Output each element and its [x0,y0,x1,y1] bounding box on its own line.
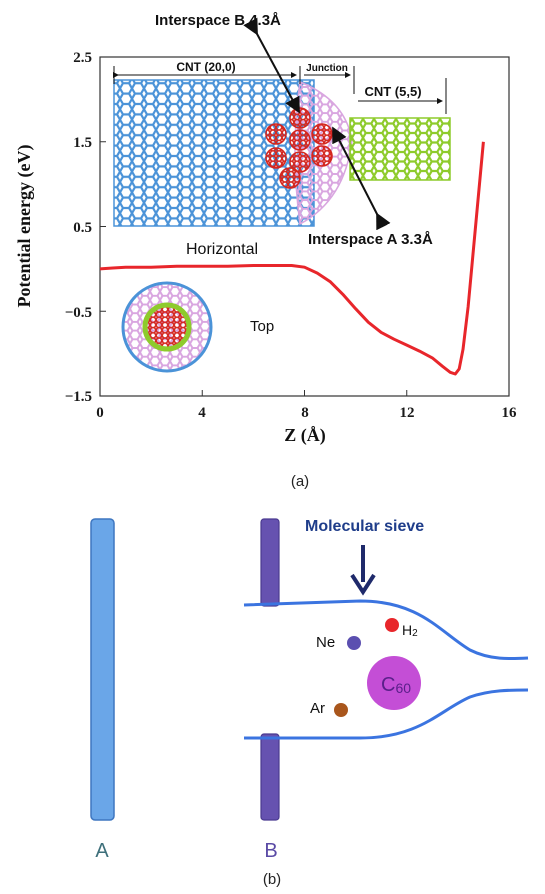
nanotube-illustration: CNT (20,0) Junction CNT (5,5) Interspace… [113,12,451,248]
x-tick-labels: 0 4 8 12 16 [96,405,517,421]
y-axis-title: Potential energy (eV) [14,145,35,308]
interspace-a-label: Interspace A 3.3Å [308,231,433,248]
down-arrow-icon [350,545,376,596]
c60-cluster [265,107,333,189]
tube-upper-wall [243,599,529,661]
y-tick-labels: 2.5 1.5 0.5 −0.5 −1.5 [65,50,92,405]
ar-particle [334,703,348,717]
c60-particle [367,656,421,710]
wall-b-upper [260,518,280,607]
x-axis-title: Z (Å) [284,425,326,446]
potential-curve-layer [99,141,485,376]
potential-energy-series-line [99,141,485,376]
wall-b-lower [260,733,280,821]
y-tick-label: −1.5 [65,389,92,405]
horizontal-label: Horizontal [186,241,258,258]
x-tick-label: 0 [96,405,104,421]
y-tick-label: 0.5 [73,220,92,236]
h2-label: H2 [402,622,418,639]
label-b: B [264,840,277,862]
label-a: A [95,840,109,862]
tube-lower-wall [244,688,529,740]
interspace-b-label: Interspace B 4.3Å [155,12,281,29]
x-tick-label: 4 [198,405,206,421]
cnt-5-5-label: CNT (5,5) [364,84,421,99]
cnt-5-5-tube [349,117,451,181]
c60-label: C60 [381,674,411,696]
ne-label: Ne [316,634,335,651]
y-tick-label: 2.5 [73,50,92,66]
ne-particle [347,636,361,650]
y-tick-label: −0.5 [65,305,92,321]
caption-a: (a) [291,473,309,490]
junction-label: Junction [306,63,348,74]
wall-a [90,518,115,821]
y-axis-ticks [100,56,106,397]
top-view-illustration [121,281,213,373]
cnt-20-0-label: CNT (20,0) [176,60,235,74]
caption-b: (b) [263,871,281,888]
x-tick-label: 8 [301,405,309,421]
panel-a-chart: 2.5 1.5 0.5 −0.5 −1.5 0 4 8 12 16 Z (Å) … [14,12,517,446]
interspace-a-arrow [332,126,391,231]
h2-particle [385,618,399,632]
interspace-b-arrow [243,17,300,114]
panel-b-diagram: Molecular sieve H2 Ne C60 Ar A B [90,518,529,862]
ar-label: Ar [310,700,325,717]
top-label: Top [250,318,274,335]
molecular-sieve-title: Molecular sieve [305,518,424,535]
x-tick-label: 12 [400,405,415,421]
x-tick-label: 16 [502,405,518,421]
x-axis-ticks [99,390,510,396]
y-tick-label: 1.5 [73,135,92,151]
